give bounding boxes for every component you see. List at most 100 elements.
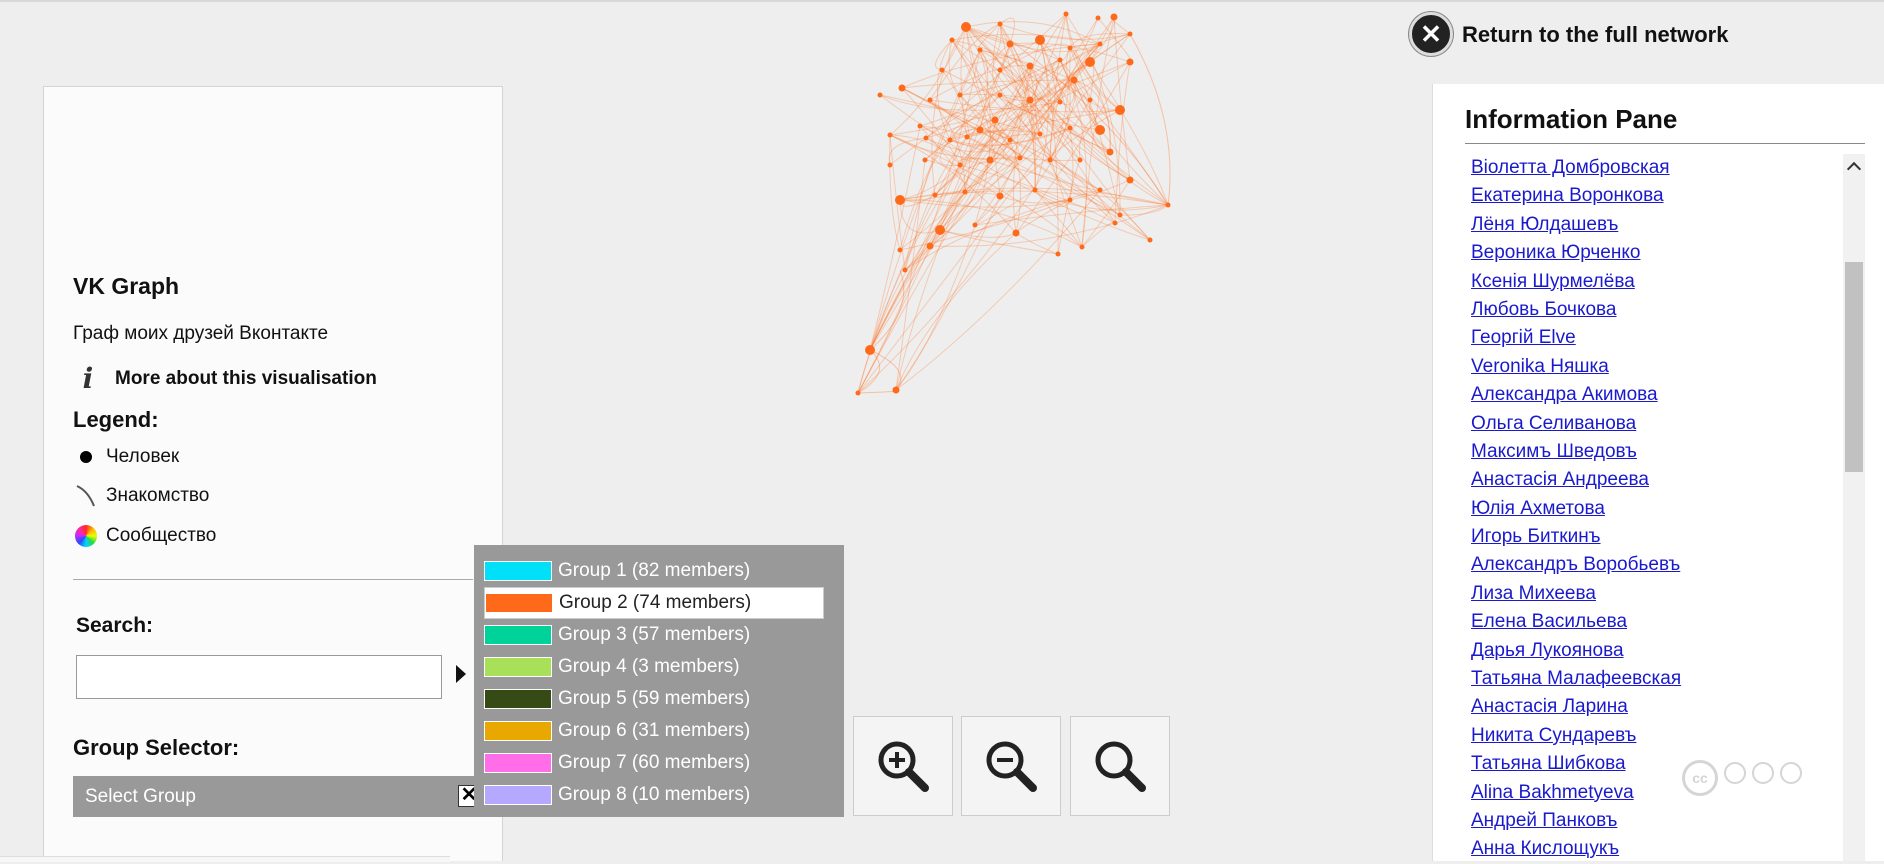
group-option[interactable]: Group 3 (57 members) [484, 619, 824, 651]
scroll-up-icon[interactable] [1846, 161, 1862, 177]
graph-node[interactable] [1097, 41, 1103, 47]
graph-node[interactable] [1067, 197, 1073, 203]
graph-node[interactable] [926, 242, 934, 250]
graph-node[interactable] [1063, 11, 1069, 17]
member-link[interactable]: Любовь Бочкова [1471, 298, 1617, 320]
member-link[interactable]: Андрей Панковъ [1471, 809, 1618, 831]
zoom-in-button[interactable] [853, 716, 953, 816]
return-to-full-network-link[interactable]: Return to the full network [1462, 22, 1729, 47]
network-graph[interactable] [0, 0, 1430, 861]
graph-node[interactable] [865, 345, 875, 355]
graph-node[interactable] [1012, 229, 1020, 237]
graph-nodes[interactable] [855, 11, 1171, 396]
zoom-reset-button[interactable] [1070, 716, 1170, 816]
member-link[interactable]: Анна Кислощукъ [1471, 838, 1620, 860]
member-link[interactable]: Александръ Воробьевъ [1471, 554, 1681, 576]
member-link[interactable]: Ксенія Шурмелёва [1471, 270, 1635, 292]
graph-node[interactable] [1079, 244, 1085, 250]
member-link[interactable]: Елена Васильева [1471, 611, 1628, 633]
graph-node[interactable] [1147, 237, 1153, 243]
graph-node[interactable] [1112, 220, 1118, 226]
zoom-out-button[interactable] [961, 716, 1061, 816]
graph-node[interactable] [1077, 157, 1083, 163]
group-option[interactable]: Group 8 (10 members) [484, 779, 824, 811]
graph-node[interactable] [1026, 96, 1034, 104]
group-option[interactable] [484, 811, 824, 817]
member-link[interactable]: Alina Bakhmetyeva [1471, 781, 1634, 803]
search-input[interactable] [76, 655, 442, 699]
member-link[interactable]: Екатерина Воронкова [1471, 185, 1664, 207]
member-link[interactable]: Дарья Лукоянова [1471, 639, 1624, 661]
scroll-thumb[interactable] [1845, 262, 1863, 472]
member-link[interactable]: Георгій Elve [1471, 327, 1576, 349]
group-option[interactable]: Group 5 (59 members) [484, 683, 824, 715]
graph-node[interactable] [887, 162, 893, 168]
member-link[interactable]: Татьяна Малафеевская [1471, 668, 1682, 690]
group-option[interactable]: Group 4 (3 members) [484, 651, 824, 683]
more-about-link[interactable]: i More about this visualisation [73, 362, 377, 395]
graph-node[interactable] [898, 84, 906, 92]
graph-node[interactable] [1097, 187, 1103, 193]
graph-node[interactable] [902, 267, 908, 273]
member-link[interactable]: Максимъ Шведовъ [1471, 440, 1637, 462]
graph-node[interactable] [917, 123, 923, 129]
graph-node[interactable] [1055, 251, 1061, 257]
graph-node[interactable] [991, 116, 999, 124]
member-link[interactable]: Анастасія Ларина [1471, 696, 1628, 718]
group-option[interactable]: Group 2 (74 members) [484, 587, 824, 619]
graph-node[interactable] [957, 92, 963, 98]
graph-node[interactable] [997, 67, 1003, 73]
graph-node[interactable] [935, 225, 945, 235]
graph-node[interactable] [957, 162, 963, 168]
graph-node[interactable] [1110, 13, 1118, 21]
member-link[interactable]: Ольга Селиванова [1471, 412, 1637, 434]
group-option[interactable]: Group 6 (31 members) [484, 715, 824, 747]
graph-node[interactable] [961, 22, 971, 32]
member-link[interactable]: Александра Акимова [1471, 384, 1658, 406]
graph-node[interactable] [1035, 35, 1045, 45]
member-link[interactable]: Юлія Ахметова [1471, 497, 1605, 519]
graph-node[interactable] [972, 222, 978, 228]
member-link[interactable]: Игорь Биткинъ [1471, 526, 1601, 548]
member-link[interactable]: Никита Сундаревъ [1471, 724, 1637, 746]
graph-node[interactable] [1026, 62, 1034, 70]
graph-node[interactable] [1106, 148, 1114, 156]
graph-node[interactable] [964, 134, 970, 140]
member-link[interactable]: Анастасія Андреева [1471, 469, 1649, 491]
graph-node[interactable] [1165, 202, 1171, 208]
graph-node[interactable] [997, 21, 1003, 27]
graph-node[interactable] [1007, 137, 1013, 143]
graph-node[interactable] [1057, 99, 1063, 105]
graph-node[interactable] [1115, 105, 1125, 115]
graph-node[interactable] [1095, 125, 1105, 135]
graph-node[interactable] [1017, 155, 1023, 161]
graph-node[interactable] [887, 132, 893, 138]
graph-node[interactable] [1127, 31, 1133, 37]
graph-node[interactable] [939, 67, 945, 73]
graph-node[interactable] [962, 189, 968, 195]
group-select[interactable]: Select Group ✕ [73, 776, 503, 817]
information-pane-scrollbar[interactable] [1843, 154, 1865, 861]
group-option[interactable]: Group 1 (82 members) [484, 555, 824, 587]
graph-node[interactable] [895, 195, 905, 205]
graph-node[interactable] [977, 47, 983, 53]
graph-node[interactable] [1117, 212, 1123, 218]
member-link[interactable]: Вероника Юрченко [1471, 242, 1641, 264]
graph-node[interactable] [897, 247, 903, 253]
member-link[interactable]: Лёня Юлдашевъ [1471, 213, 1619, 235]
member-link[interactable]: Veronika Няшка [1471, 355, 1609, 377]
graph-node[interactable] [927, 97, 933, 103]
graph-node[interactable] [922, 157, 928, 163]
graph-node[interactable] [923, 135, 929, 141]
graph-node[interactable] [1006, 40, 1014, 48]
graph-node[interactable] [1032, 187, 1038, 193]
search-submit-arrow-icon[interactable] [456, 665, 466, 683]
graph-node[interactable] [1087, 97, 1093, 103]
graph-node[interactable] [976, 126, 984, 134]
graph-node[interactable] [997, 92, 1003, 98]
member-link[interactable]: Віолетта Домбровская [1471, 157, 1670, 178]
graph-node[interactable] [1085, 57, 1095, 67]
graph-node[interactable] [1047, 157, 1053, 163]
graph-node[interactable] [1095, 15, 1101, 21]
group-dropdown[interactable]: Group 1 (82 members) Group 2 (74 members)… [474, 545, 844, 817]
